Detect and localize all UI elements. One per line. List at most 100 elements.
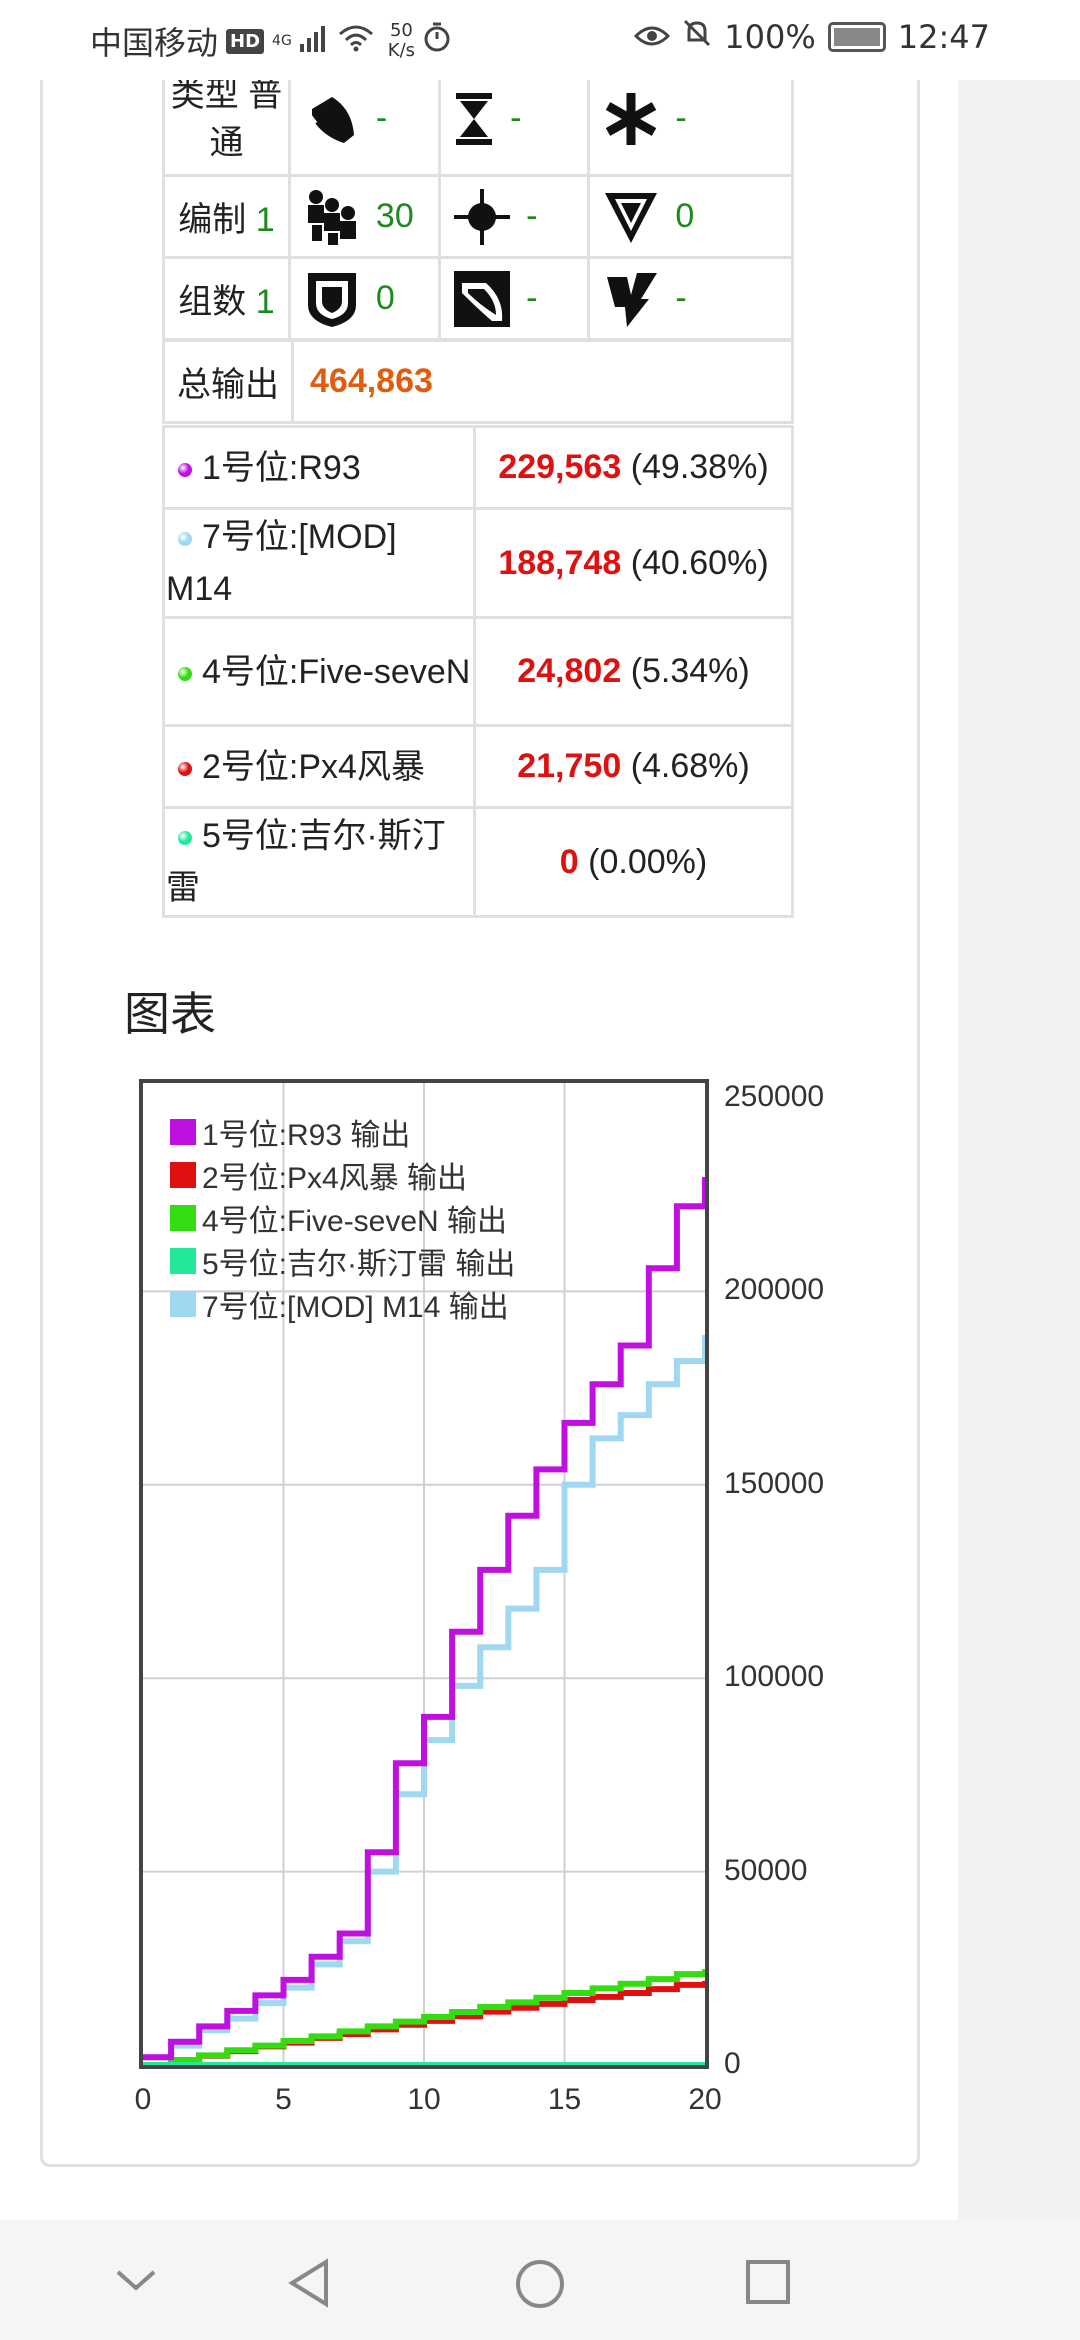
battery-percent: 100%: [724, 18, 816, 56]
legend-item: 2号位:Px4风暴 输出: [170, 1153, 515, 1196]
groups-value: 1: [255, 283, 275, 321]
y-tick-label: 150000: [724, 1466, 825, 1500]
signal-icon: [299, 22, 330, 60]
output-value: 188,748: [498, 543, 622, 582]
recents-button[interactable]: [744, 2258, 792, 2311]
legend-label: 1号位:R93 输出: [202, 1118, 411, 1152]
back-button[interactable]: [286, 2258, 334, 2313]
clock: 12:47: [897, 18, 990, 56]
output-value: 229,563: [498, 448, 622, 486]
x-tick-label: 20: [688, 2083, 722, 2116]
armor-shield-icon: [302, 269, 362, 329]
breakdown-table: 1号位:R93 229,563 (49.38%) 7号位:[MOD] M14 188,…: [162, 425, 794, 918]
legend-swatch: [170, 1118, 196, 1145]
position-name: 5号位:吉尔·斯汀雷: [166, 817, 446, 907]
legend-label: 7号位:[MOD] M14 输出: [202, 1290, 509, 1324]
series-dot-icon: [178, 831, 192, 846]
output-percent: (40.60%): [630, 543, 769, 582]
y-tick-label: 250000: [724, 1080, 825, 1113]
series-line-0: [143, 1177, 705, 2061]
network-speed: 50 K/s: [388, 21, 415, 61]
legend-label: 2号位:Px4风暴 输出: [202, 1161, 468, 1195]
series-dot-icon: [178, 532, 192, 547]
carrier-name: 中国移动: [90, 24, 219, 62]
legend-swatch: [170, 1290, 196, 1317]
hourglass-icon: [452, 89, 496, 149]
mute-bell-icon: [682, 18, 712, 56]
position-name: 2号位:Px4风暴: [202, 747, 425, 786]
total-label: 总输出: [162, 339, 294, 424]
legend-item: 7号位:[MOD] M14 输出: [170, 1282, 515, 1325]
formation-value: 1: [255, 201, 275, 239]
crosshair-icon: [452, 187, 512, 247]
stat-value: -: [375, 99, 388, 137]
stats-table: 类型 普通 - - -: [162, 60, 794, 341]
stat-value: -: [675, 279, 687, 317]
squad-icon: [302, 187, 362, 247]
stat-value: -: [526, 197, 538, 235]
y-tick-label: 100000: [724, 1660, 825, 1694]
series-dot-icon: [178, 761, 192, 776]
series-line-2: [143, 1969, 705, 2065]
asterisk-icon: [601, 89, 661, 149]
legend-item: 1号位:R93 输出: [170, 1110, 515, 1153]
legend-swatch: [170, 1247, 196, 1274]
legend-swatch: [170, 1204, 196, 1231]
groups-label: 组数: [178, 283, 247, 321]
y-tick-label: 200000: [724, 1273, 825, 1307]
section-title: 图表: [124, 988, 216, 1040]
navigation-bar: [0, 2220, 1080, 2340]
output-value: 21,750: [517, 747, 622, 785]
type-label: 类型: [170, 75, 239, 114]
breakdown-row: 2号位:Px4风暴 21,750 (4.68%): [162, 724, 794, 809]
chart-plot: [143, 1083, 705, 2065]
stat-value: 30: [375, 197, 414, 235]
total-output-table: 总输出 464,863: [162, 339, 794, 424]
eye-icon: [634, 18, 671, 56]
output-percent: (5.34%): [630, 652, 750, 690]
breakdown-row: 4号位:Five-seveN 24,802 (5.34%): [162, 616, 794, 727]
total-value: 464,863: [291, 339, 794, 424]
right-gutter: [958, 80, 1080, 2220]
status-bar: 中国移动 HD 4G 50 K/s: [0, 0, 1080, 80]
hd-badge: HD: [226, 28, 265, 54]
lightning-icon: [601, 269, 661, 329]
chart-frame: [139, 1079, 709, 2069]
network-type: 4G: [272, 33, 292, 49]
formation-cell: 编制 1: [162, 174, 291, 259]
legend-swatch: [170, 1161, 196, 1188]
breakdown-row: 5号位:吉尔·斯汀雷 0 (0.00%): [162, 806, 794, 918]
x-tick-label: 0: [134, 2083, 152, 2116]
stat-value: -: [510, 99, 522, 137]
chart-legend: 1号位:R93 输出 2号位:Px4风暴 输出 4号位:Five-seveN 输出 5…: [170, 1110, 515, 1325]
output-percent: (4.68%): [630, 747, 750, 785]
stat-value: -: [675, 99, 687, 137]
position-name: 4号位:Five-seveN: [202, 652, 471, 691]
legend-label: 5号位:吉尔·斯汀雷 输出: [202, 1247, 516, 1281]
bullet-icon: [302, 89, 362, 149]
x-tick-label: 10: [407, 2083, 441, 2116]
collapse-icon[interactable]: [112, 2258, 160, 2307]
type-value: 普通: [209, 75, 283, 162]
stat-value: 0: [375, 279, 395, 317]
series-dot-icon: [178, 462, 192, 477]
speed-value: 50: [389, 20, 413, 41]
x-tick-label: 15: [547, 2083, 582, 2116]
legend-item: 5号位:吉尔·斯汀雷 输出: [170, 1239, 515, 1282]
output-value: 0: [559, 842, 579, 881]
position-name: 1号位:R93: [202, 448, 361, 487]
breakdown-row: 7号位:[MOD] M14 188,748 (40.60%): [162, 507, 794, 619]
home-button[interactable]: [514, 2258, 566, 2315]
wifi-icon: [338, 22, 374, 60]
position-name: 7号位:[MOD] M14: [166, 518, 397, 608]
battery-icon: [827, 22, 886, 52]
output-percent: (49.38%): [630, 448, 769, 486]
y-tick-label: 50000: [724, 1853, 808, 1887]
x-tick-label: 5: [275, 2083, 292, 2116]
series-dot-icon: [178, 666, 192, 681]
stat-value: 0: [675, 197, 695, 235]
output-percent: (0.00%): [588, 842, 708, 881]
speed-unit: K/s: [387, 40, 416, 61]
groups-cell: 组数 1: [162, 256, 291, 341]
timer-icon: [423, 22, 451, 60]
